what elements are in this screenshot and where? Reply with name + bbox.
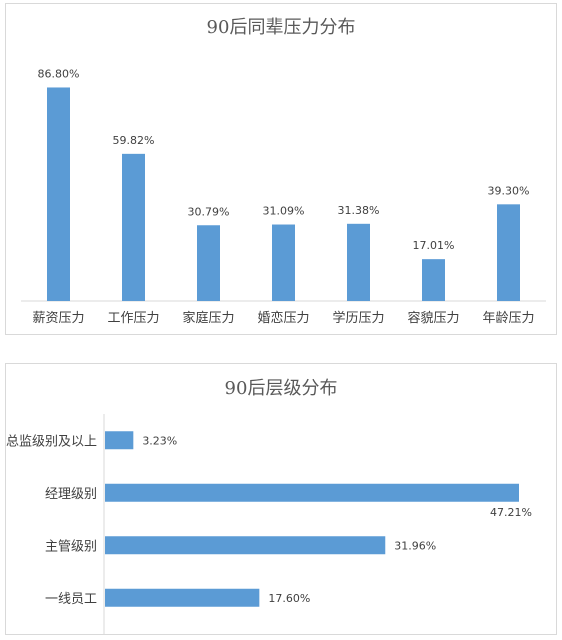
hbar-0: [105, 431, 134, 450]
bar-2: [197, 225, 220, 301]
hcategory-label-1: 经理级别: [45, 487, 97, 502]
data-label-5: 17.01%: [413, 239, 455, 252]
data-label-1: 59.82%: [113, 134, 155, 147]
bar-0: [47, 87, 70, 301]
hbar-1: [105, 483, 519, 502]
level-chart-panel: 90后层级分布 总监级别及以上 3.23% 经理级别 47.21% 主管级别 31.96%…: [5, 363, 557, 635]
bar-6: [497, 204, 520, 301]
hdata-label-3: 17.60%: [268, 592, 310, 605]
category-label-1: 工作压力: [107, 311, 159, 326]
pressure-chart-title: 90后同辈压力分布: [206, 17, 356, 38]
category-label-6: 年龄压力: [482, 311, 534, 326]
hdata-label-1: 47.21%: [490, 506, 532, 519]
category-label-4: 学历压力: [332, 310, 384, 326]
category-label-2: 家庭压力: [182, 310, 234, 326]
data-label-2: 30.79%: [188, 205, 230, 218]
hcategory-label-2: 主管级别: [45, 539, 97, 554]
category-label-5: 容貌压力: [407, 310, 459, 326]
hcategory-label-0: 总监级别及以上: [6, 434, 97, 449]
hdata-label-2: 31.96%: [394, 539, 436, 552]
data-label-4: 31.38%: [338, 204, 380, 217]
hbar-2: [105, 536, 386, 555]
category-label-3: 婚恋压力: [257, 310, 309, 326]
hcategory-label-3: 一线员工: [45, 592, 97, 607]
hbar-3: [105, 588, 260, 607]
data-label-6: 39.30%: [488, 184, 530, 197]
level-chart-plot: 总监级别及以上 3.23% 经理级别 47.21% 主管级别 31.96% 一线员工 17.6…: [6, 414, 532, 634]
bar-5: [422, 259, 445, 301]
pressure-chart-plot: 86.80% 薪资压力 59.82% 工作压力 30.79% 家庭压力 31.09% 婚恋压力…: [21, 67, 546, 326]
pressure-chart-panel: 90后同辈压力分布 86.80% 薪资压力 59.82% 工作压力 30.79% 家庭压力…: [5, 3, 557, 335]
data-label-0: 86.80%: [38, 67, 80, 80]
hdata-label-0: 3.23%: [142, 434, 177, 447]
category-label-0: 薪资压力: [32, 311, 84, 326]
level-chart-title: 90后层级分布: [224, 378, 338, 399]
bar-1: [122, 153, 145, 301]
data-label-3: 31.09%: [263, 205, 305, 218]
bar-3: [272, 224, 295, 301]
bar-4: [347, 223, 370, 301]
